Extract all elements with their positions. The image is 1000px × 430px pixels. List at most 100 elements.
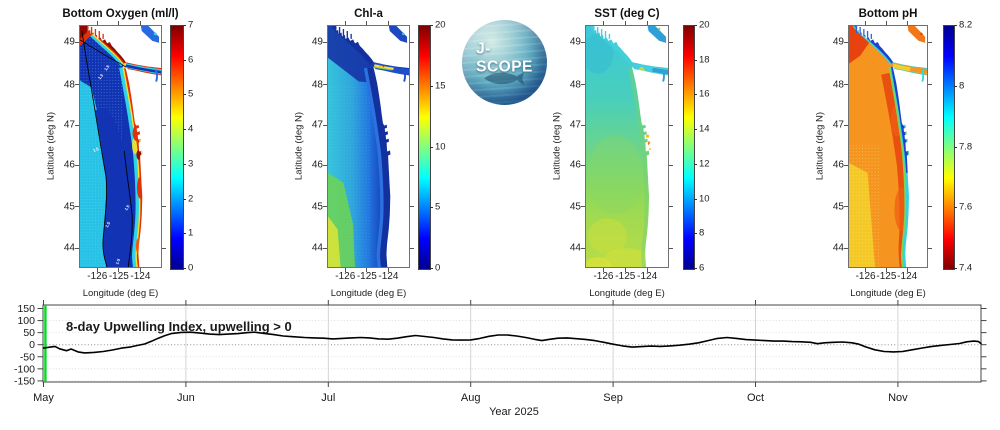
ph-map-canvas xyxy=(849,26,927,267)
map-xtick-label: -126 xyxy=(593,271,614,282)
map-ytick-mark xyxy=(75,247,79,249)
map-ytick-mark xyxy=(323,247,327,249)
colorbar-tick-label: 1 xyxy=(188,227,194,239)
map-xtick-mark xyxy=(344,268,346,272)
colorbar xyxy=(170,25,184,270)
ts-ytick-label: -150 xyxy=(14,375,35,387)
map-xtick-mark xyxy=(602,21,604,25)
colorbar-tick-mark xyxy=(694,129,697,131)
map-xtick-mark xyxy=(906,21,908,25)
map-xlabel: Longitude (deg E) xyxy=(82,288,159,299)
sst-map-canvas xyxy=(586,26,668,267)
colorbar-tick-mark xyxy=(430,268,433,269)
ts-ytick-label: 0 xyxy=(29,339,35,351)
map-ytick-mark xyxy=(410,247,414,249)
ts-ytick-label: -100 xyxy=(14,363,35,375)
map-xtick-label: -125 xyxy=(108,271,129,282)
colorbar-tick-mark xyxy=(694,59,697,61)
map-ytick-mark xyxy=(581,84,585,86)
jscope-logo: J-SCOPE xyxy=(462,20,547,105)
map-ytick-label: 49 xyxy=(569,36,581,48)
colorbar-tick-label: 20 xyxy=(699,19,710,31)
map-ytick-label: 46 xyxy=(311,159,323,171)
map-ytick-label: 45 xyxy=(311,201,323,213)
colorbar-tick-label: 16 xyxy=(699,88,710,100)
map-ytick-label: 44 xyxy=(569,242,581,254)
map-xtick-mark xyxy=(139,21,141,25)
colorbar-tick-mark xyxy=(954,85,957,87)
colorbar-tick-mark xyxy=(183,59,186,61)
map-ytick-label: 47 xyxy=(832,119,844,131)
map-xtick-label: -126 xyxy=(335,271,356,282)
svg-text:1.5: 1.5 xyxy=(104,220,111,228)
map-xtick-mark xyxy=(646,21,648,25)
map-ytick-label: 45 xyxy=(569,201,581,213)
ts-month-label: Jun xyxy=(177,392,195,404)
ts-month-label: Jul xyxy=(321,392,335,404)
colorbar-tick-label: 14 xyxy=(699,123,710,135)
colorbar-tick-label: 20 xyxy=(435,19,446,31)
svg-text:1.5: 1.5 xyxy=(123,203,131,211)
map-ytick-mark xyxy=(323,84,327,86)
ts-xaxis-label: Year 2025 xyxy=(489,406,539,418)
colorbar-tick-mark xyxy=(430,85,433,87)
colorbar-tick-label: 8 xyxy=(959,80,965,92)
map-ytick-label: 47 xyxy=(569,119,581,131)
map-xtick-mark xyxy=(885,268,887,272)
colorbar-tick-label: 0 xyxy=(188,262,194,274)
map-xtick-mark xyxy=(366,268,368,272)
map-ytick-mark xyxy=(75,206,79,208)
colorbar-tick-mark xyxy=(183,25,186,26)
chl-map-canvas xyxy=(328,26,409,267)
map-ytick-label: 49 xyxy=(63,36,75,48)
colorbar-tick-mark xyxy=(954,268,957,269)
map-plot-area xyxy=(848,25,928,268)
colorbar-tick-label: 7.8 xyxy=(959,141,973,152)
map-title: Chl-a xyxy=(354,8,383,20)
map-ytick-label: 48 xyxy=(832,79,844,91)
map-ytick-mark xyxy=(410,164,414,166)
colorbar-tick-mark xyxy=(430,146,433,148)
map-xtick-label: -126 xyxy=(87,271,108,282)
fish-silhouette-icon xyxy=(484,72,525,85)
map-xtick-label: -126 xyxy=(855,271,876,282)
colorbar-tick-label: 15 xyxy=(435,80,446,92)
map-xtick-label: -124 xyxy=(897,271,918,282)
svg-text:1.5: 1.5 xyxy=(103,63,111,71)
map-ytick-label: 48 xyxy=(311,79,323,91)
map-ytick-mark xyxy=(410,41,414,43)
map-panel-bottom-oxygen: Bottom Oxygen (ml/l) Latitude (deg N) xyxy=(43,0,216,302)
colorbar-tick-mark xyxy=(694,233,697,235)
map-ytick-mark xyxy=(162,41,166,43)
colorbar-tick-mark xyxy=(183,268,186,269)
map-ytick-mark xyxy=(75,84,79,86)
map-ytick-mark xyxy=(844,247,848,249)
map-ytick-mark xyxy=(669,124,673,126)
map-xtick-mark xyxy=(885,21,887,25)
map-ytick-mark xyxy=(928,206,932,208)
map-xtick-mark xyxy=(139,268,141,272)
map-ytick-label: 49 xyxy=(311,36,323,48)
map-ytick-label: 46 xyxy=(832,159,844,171)
map-ytick-mark xyxy=(581,247,585,249)
map-ytick-label: 45 xyxy=(63,201,75,213)
colorbar-tick-mark xyxy=(183,94,186,96)
map-ytick-mark xyxy=(928,41,932,43)
ts-ytick-label: 150 xyxy=(17,303,35,315)
map-xtick-label: -124 xyxy=(637,271,658,282)
colorbar-gradient xyxy=(684,26,694,269)
map-ytick-mark xyxy=(410,124,414,126)
map-xtick-label: -125 xyxy=(356,271,377,282)
map-ytick-mark xyxy=(162,164,166,166)
map-plot-area: 1.5 1.5 1.5 1.5 1.5 1.5 xyxy=(79,25,162,268)
colorbar-tick-label: 4 xyxy=(188,123,194,135)
colorbar-tick-mark xyxy=(694,198,697,200)
map-ytick-mark xyxy=(162,247,166,249)
ts-month-label: Aug xyxy=(461,392,481,404)
map-ytick-mark xyxy=(669,247,673,249)
map-ytick-label: 44 xyxy=(832,242,844,254)
colorbar-tick-mark xyxy=(954,207,957,209)
map-ytick-mark xyxy=(844,41,848,43)
colorbar-gradient xyxy=(944,26,954,269)
map-ytick-mark xyxy=(75,124,79,126)
